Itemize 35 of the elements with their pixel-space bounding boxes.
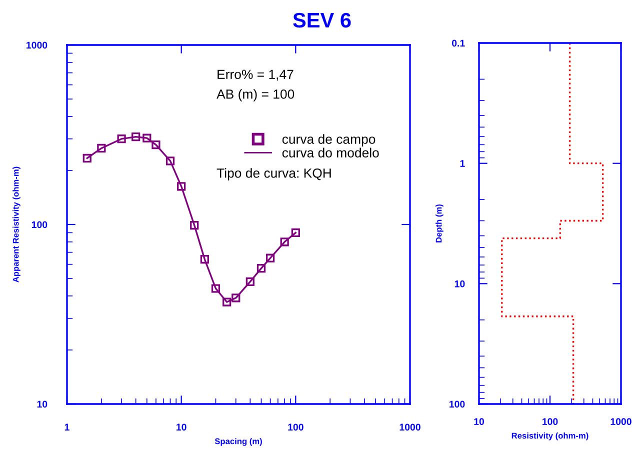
y-tick-label: 100 (450, 400, 465, 408)
point (256, 264, 266, 273)
x-tick-label: 1000 (610, 418, 632, 426)
y-tick-label: 10 (454, 280, 465, 288)
y-tick-label: 1 (460, 160, 465, 167)
point (200, 254, 209, 264)
y-tick-label: 0.1 (452, 40, 465, 47)
x-axis-title: Spacing (m) (214, 438, 262, 446)
annotation: Erro% = 1,47 (218, 70, 294, 81)
legend-label: curva de campo (282, 134, 376, 146)
y-tick-label: 10 (37, 400, 48, 408)
point (211, 284, 220, 293)
point (246, 277, 254, 286)
legend-label: curva do modelo (282, 148, 379, 158)
x-axis-title: Resistivity (ohm-m) (512, 432, 588, 440)
chart-title: SEV 6 (293, 12, 351, 28)
point (132, 132, 140, 142)
x-tick-label: 10 (474, 418, 484, 426)
point (142, 134, 152, 142)
annotation: AB (m) = 100 (216, 89, 294, 102)
point (222, 298, 232, 306)
point (291, 228, 300, 238)
point (166, 156, 175, 166)
y-axis-title: Depth (m) (436, 204, 444, 242)
x-tick-label: 1 (64, 424, 70, 430)
x-tick-label: 10 (176, 424, 186, 431)
annotation: Tipo de curva: KQH (216, 168, 331, 180)
x-tick-label: 100 (288, 424, 304, 431)
x-tick-label: 1000 (400, 424, 420, 431)
y-tick-label: 1000 (26, 42, 48, 49)
point (280, 238, 289, 246)
y-tick-label: 100 (32, 221, 48, 228)
x-tick-label: 100 (542, 418, 558, 426)
point (177, 182, 186, 191)
y-axis-title: Apparent Resistivity (ohm-m) (12, 166, 20, 282)
